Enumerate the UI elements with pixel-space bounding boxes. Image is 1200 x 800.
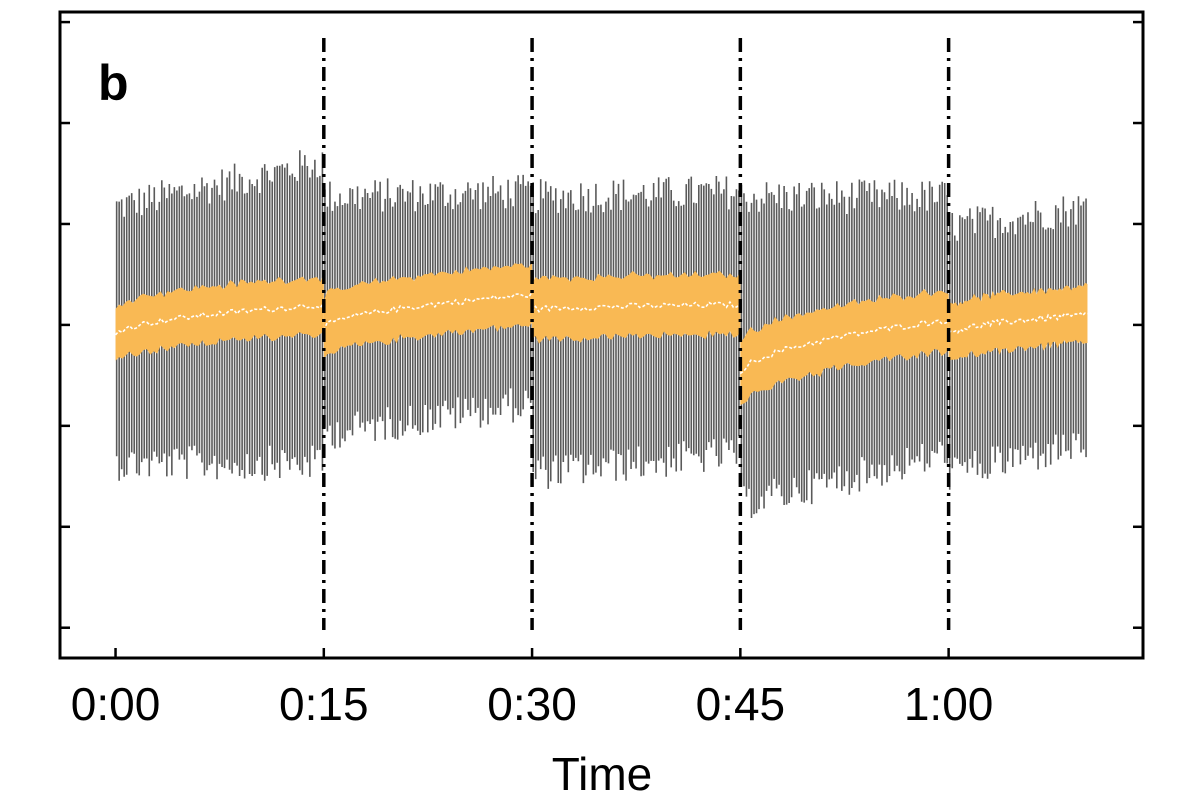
std-band [740, 288, 949, 406]
vertical-markers-group [322, 38, 951, 630]
std-band [948, 282, 1088, 363]
x-tick-label: 0:00 [71, 678, 161, 730]
x-tick-label: 1:00 [904, 678, 994, 730]
x-axis-label: Time [552, 748, 653, 800]
axes-group: 0:00 0:15 0:30 0:45 1:00 [58, 10, 1145, 730]
x-tick-label: 0:30 [487, 678, 577, 730]
mean-line [739, 319, 949, 375]
mean-line [531, 300, 741, 313]
mean-line [323, 291, 533, 331]
mean-line [114, 301, 325, 336]
x-tick-label: 0:15 [279, 678, 369, 730]
plot-frame [58, 10, 1145, 660]
x-tick-label: 0:45 [696, 678, 786, 730]
panel-label: b [98, 55, 129, 111]
std-band [323, 261, 533, 360]
band-group [115, 261, 1088, 406]
std-band [532, 270, 741, 344]
mean-line-group [114, 291, 1088, 375]
std-band [115, 273, 324, 361]
